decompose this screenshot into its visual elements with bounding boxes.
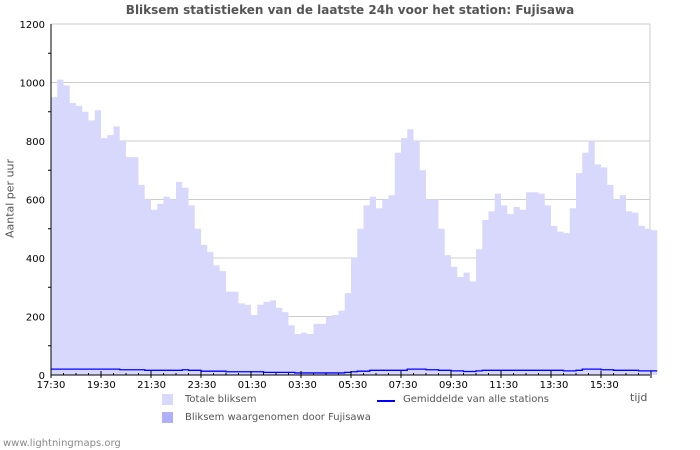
x-tick-label: 11:30	[489, 380, 518, 391]
line-gemiddelde	[51, 368, 658, 374]
x-tick-label: 01:30	[238, 380, 267, 391]
x-tick-label: 15:30	[590, 380, 619, 391]
x-tick-label: 21:30	[137, 380, 166, 391]
area-totale-bliksem	[51, 79, 658, 375]
legend-label-average: Gemiddelde van alle stations	[403, 394, 549, 405]
x-tick-label: 13:30	[540, 380, 569, 391]
x-tick-label: 19:30	[87, 380, 116, 391]
y-tick-label: 1200	[20, 20, 45, 31]
y-tick-label: 800	[26, 137, 45, 148]
y-tick-label: 600	[26, 196, 45, 207]
x-tick-label: 17:30	[37, 380, 66, 391]
legend-swatch-average	[377, 400, 395, 402]
x-axis-label: tijd	[630, 391, 648, 404]
legend-swatch-total	[162, 394, 173, 405]
x-tick-label: 23:30	[187, 380, 216, 391]
x-tick-label: 05:30	[338, 380, 367, 391]
y-tick-label: 1000	[20, 79, 45, 90]
footer-link[interactable]: www.lightningmaps.org	[3, 438, 121, 449]
x-tick-label: 07:30	[389, 380, 418, 391]
y-tick-label: 200	[26, 313, 45, 324]
y-tick-label: 400	[26, 254, 45, 265]
legend-label-total: Totale bliksem	[185, 394, 257, 405]
x-tick-label: 09:30	[439, 380, 468, 391]
chart-title: Bliksem statistieken van de laatste 24h …	[125, 3, 575, 17]
x-tick-label: 03:30	[288, 380, 317, 391]
legend-label-station: Bliksem waargenomen door Fujisawa	[185, 412, 371, 423]
y-tick-label: 0	[39, 371, 45, 382]
legend-swatch-station	[162, 412, 173, 423]
